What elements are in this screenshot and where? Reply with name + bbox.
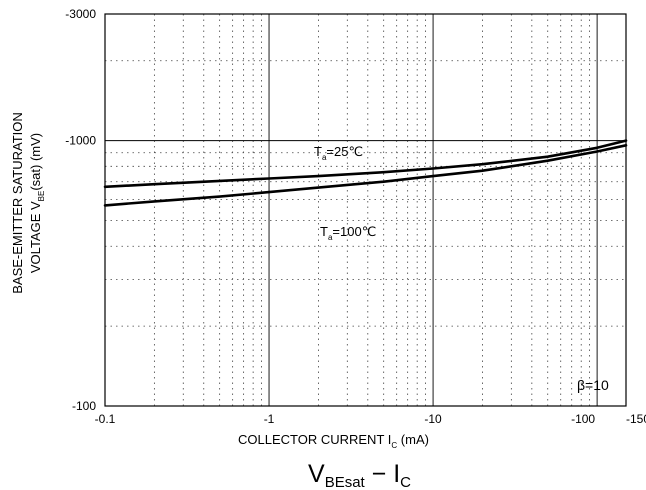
series-line-1 xyxy=(103,144,628,207)
x-tick-label: -0.1 xyxy=(95,412,116,426)
series-label-100c: Ta=100℃ xyxy=(320,224,376,242)
y-tick-label: -1000 xyxy=(65,134,96,148)
y-axis-label-line1: BASE-EMITTER SATURATION xyxy=(10,112,25,294)
beta-annotation: β=10 xyxy=(577,377,609,393)
x-tick-label: -10 xyxy=(424,412,442,426)
x-tick-label: -1 xyxy=(264,412,275,426)
y-tick-label: -3000 xyxy=(65,7,96,21)
y-axis-label-line2: VOLTAGE VBE(sat) (mV) xyxy=(28,133,46,273)
x-axis-label: COLLECTOR CURRENT IC (mA) xyxy=(238,432,429,450)
chart-title: VBEsat − IC xyxy=(308,460,411,490)
tick-labels: -0.1 -1 -10 -100 -150 -100 -1000 -3000 xyxy=(65,7,646,426)
series-line-0 xyxy=(103,139,628,189)
text-labels: Ta=25℃ Ta=100℃ β=10 COLLECTOR CURRENT IC (m… xyxy=(10,112,609,490)
grid xyxy=(105,14,626,406)
series-label-25c: Ta=25℃ xyxy=(314,144,363,162)
x-tick-label: -150 xyxy=(626,412,646,426)
plot-frame xyxy=(104,13,627,407)
x-tick-label: -100 xyxy=(571,412,595,426)
y-tick-label: -100 xyxy=(72,399,96,413)
series-curves xyxy=(103,139,628,207)
